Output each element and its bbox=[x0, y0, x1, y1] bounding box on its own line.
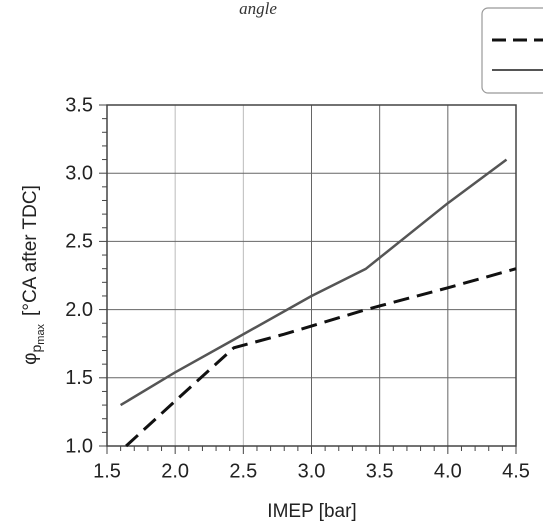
grid bbox=[107, 105, 516, 446]
y-tick-label-4: 3.0 bbox=[65, 162, 93, 184]
x-tick-label-0: 1.5 bbox=[93, 460, 121, 482]
y-tick-label-3: 2.5 bbox=[65, 231, 93, 253]
chart-caption: angle bbox=[239, 0, 277, 18]
series-line-dashed bbox=[125, 267, 517, 448]
y-axis-unit: [°CA after TDC] bbox=[20, 185, 41, 316]
series-group bbox=[119, 158, 517, 448]
x-tick-labels: 1.5 2.0 2.5 3.0 3.5 4.0 4.5 bbox=[93, 460, 530, 482]
y-tick-labels: 1.0 1.5 2.0 2.5 3.0 3.5 bbox=[65, 94, 93, 457]
x-tick-label-6: 4.5 bbox=[502, 460, 530, 482]
series-line-solid bbox=[119, 158, 508, 407]
y-tick-label-2: 2.0 bbox=[65, 299, 93, 321]
svg-text:φpmax[°CA after TDC]: φpmax [°CA after TDC] bbox=[20, 185, 47, 365]
y-tick-label-1: 1.5 bbox=[65, 367, 93, 389]
x-tick-label-2: 2.5 bbox=[229, 460, 257, 482]
x-tick-label-4: 3.5 bbox=[366, 460, 394, 482]
x-axis-label: IMEP [bar] bbox=[267, 501, 356, 522]
y-axis-subsub: max bbox=[35, 323, 47, 344]
legend-box bbox=[481, 7, 543, 94]
y-axis-sub: p bbox=[28, 345, 44, 353]
y-tick-label-5: 3.5 bbox=[65, 94, 93, 116]
y-axis-label: φpmax [°CA after TDC] bbox=[20, 185, 47, 365]
y-axis-symbol: φ bbox=[20, 353, 41, 365]
y-tick-label-0: 1.0 bbox=[65, 435, 93, 457]
x-tick-label-3: 3.0 bbox=[298, 460, 326, 482]
legend bbox=[481, 7, 543, 94]
x-tick-label-5: 4.0 bbox=[434, 460, 462, 482]
minor-ticks bbox=[99, 104, 517, 454]
x-tick-label-1: 2.0 bbox=[161, 460, 189, 482]
